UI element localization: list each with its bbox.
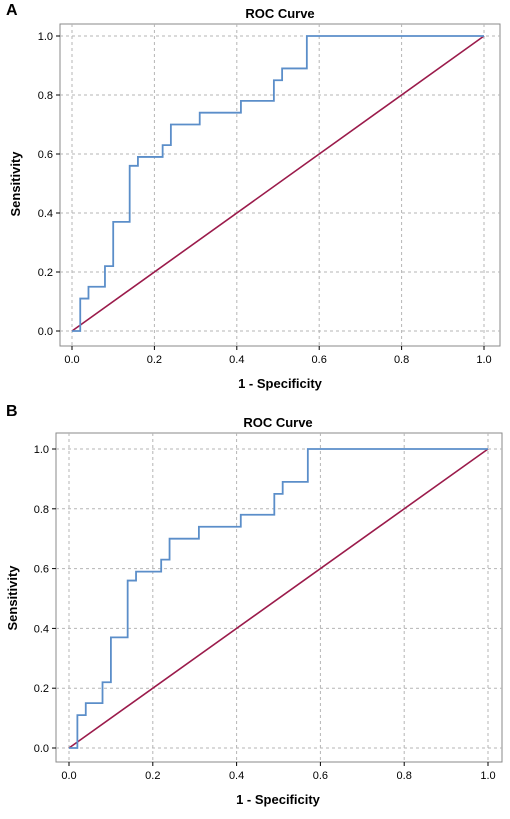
y-axis-label: Sensitivity — [8, 151, 23, 217]
roc-curve-line — [72, 35, 484, 332]
y-tick-label: 1.0 — [38, 31, 53, 43]
x-tick-label: 0.6 — [312, 354, 327, 366]
chart-title: ROC Curve — [243, 415, 312, 430]
y-axis-label: Sensitivity — [5, 565, 20, 631]
panel-label: A — [6, 2, 18, 19]
plot-frame — [59, 23, 501, 347]
x-axis-label: 1 - Specificity — [236, 792, 321, 807]
y-tick-label: 0.0 — [38, 326, 53, 338]
x-tick-label: 0.8 — [394, 354, 409, 366]
y-tick-label: 0.4 — [38, 208, 53, 220]
y-tick-label: 0.2 — [34, 683, 49, 695]
y-tick-label: 0.0 — [34, 743, 49, 755]
x-tick-label: 0.0 — [61, 770, 76, 782]
y-tick-label: 0.6 — [38, 149, 53, 161]
x-tick-label: 0.0 — [64, 354, 79, 366]
panel-label: B — [6, 403, 18, 420]
y-tick-label: 0.6 — [34, 564, 49, 576]
y-tick-label: 0.8 — [38, 90, 53, 102]
x-tick-label: 0.2 — [145, 770, 160, 782]
chart-panel-b: B ROC Curve 1 - Specificity Sensitivity … — [0, 403, 510, 819]
roc-chart: ROC Curve 1 - Specificity Sensitivity 0.… — [8, 6, 501, 391]
reference-line — [68, 448, 489, 749]
x-tick-label: 0.4 — [229, 770, 244, 782]
x-tick-label: 1.0 — [476, 354, 491, 366]
y-tick-label: 0.4 — [34, 623, 49, 635]
x-tick-label: 0.4 — [229, 354, 244, 366]
x-axis-label: 1 - Specificity — [238, 376, 323, 391]
x-tick-label: 1.0 — [480, 770, 495, 782]
x-tick-label: 0.6 — [313, 770, 328, 782]
reference-line — [71, 35, 485, 332]
y-tick-label: 0.8 — [34, 504, 49, 516]
roc-chart: ROC Curve 1 - Specificity Sensitivity 0.… — [5, 415, 503, 807]
chart-panel-a: A ROC Curve 1 - Specificity Sensitivity … — [0, 0, 510, 405]
x-tick-label: 0.2 — [147, 354, 162, 366]
chart-title: ROC Curve — [245, 6, 314, 21]
roc-curve-line — [69, 448, 488, 749]
y-tick-label: 1.0 — [34, 444, 49, 456]
plot-frame — [55, 432, 503, 763]
x-tick-label: 0.8 — [397, 770, 412, 782]
y-tick-label: 0.2 — [38, 267, 53, 279]
